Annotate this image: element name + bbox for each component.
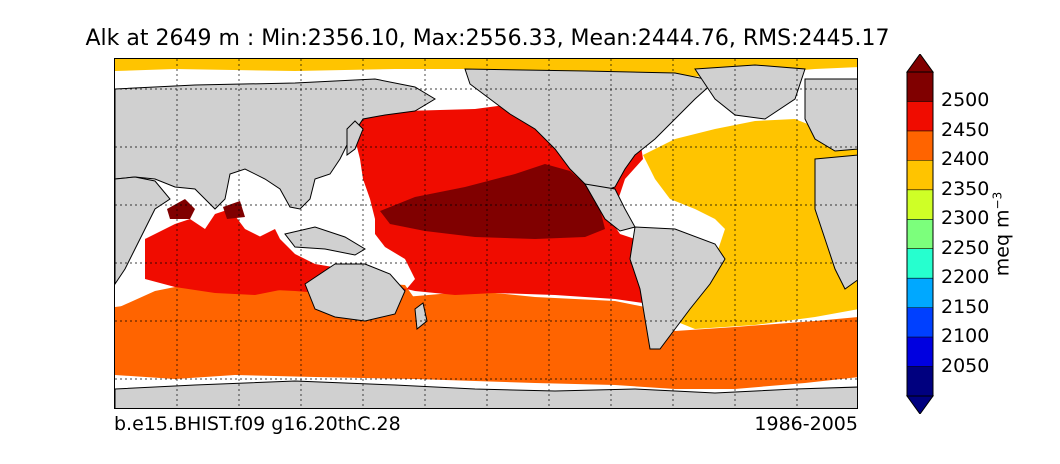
caption-case-name: b.e15.BHIST.f09 g16.20thC.28	[114, 413, 401, 435]
land-antarctica	[115, 380, 857, 408]
colorbar-segment	[907, 72, 933, 102]
region-atlantic	[643, 119, 857, 329]
land-europe	[804, 78, 857, 152]
colorbar-unit-label: meq m−3	[990, 191, 1014, 277]
map-gridlines	[115, 59, 857, 408]
region-indian-red	[145, 209, 285, 295]
colorbar-segment	[907, 219, 933, 249]
colorbar-tick-label: 2050	[941, 354, 990, 377]
land-eurasia	[115, 78, 436, 210]
land-africa	[115, 176, 171, 285]
colorbar-tick-label: 2150	[941, 295, 990, 318]
colorbar-tick-label: 2200	[941, 266, 990, 289]
colorbar-segment	[907, 337, 933, 367]
caption-date-range: 1986-2005	[754, 413, 858, 435]
land-australia	[304, 263, 406, 322]
land-south-america	[629, 226, 726, 350]
region-arabian-darkred	[167, 199, 195, 219]
colorbar-segment	[907, 101, 933, 131]
land-africa-east	[814, 154, 857, 290]
colorbar-segment	[907, 248, 933, 279]
colorbar	[906, 54, 934, 414]
colorbar-tick-label: 2400	[941, 148, 990, 171]
alkalinity-map	[115, 59, 857, 408]
colorbar-tick-label: 2300	[941, 207, 990, 230]
region-bengal-darkred	[223, 201, 245, 219]
colorbar-segment	[907, 278, 933, 308]
map-panel	[114, 58, 858, 409]
colorbar-segment	[907, 130, 933, 161]
colorbar-extend-top	[906, 54, 934, 73]
colorbar-tick-label: 2500	[941, 89, 990, 112]
map-title: Alk at 2649 m : Min:2356.10, Max:2556.33…	[85, 26, 890, 51]
colorbar-segment	[907, 160, 933, 190]
colorbar-segment	[907, 307, 933, 338]
colorbar-tick-label: 2450	[941, 118, 990, 141]
colorbar-extend-bottom	[906, 395, 934, 414]
region-southern-ocean	[115, 291, 857, 389]
colorbar-tick-label: 2250	[941, 236, 990, 259]
colorbar-segment	[907, 366, 933, 396]
colorbar-segment	[907, 189, 933, 220]
land-greenland	[694, 64, 806, 120]
land-maritime-se-asia	[284, 226, 366, 256]
colorbar-tick-label: 2100	[941, 325, 990, 348]
colorbar-tick-label: 2350	[941, 177, 990, 200]
land-japan	[346, 120, 364, 156]
